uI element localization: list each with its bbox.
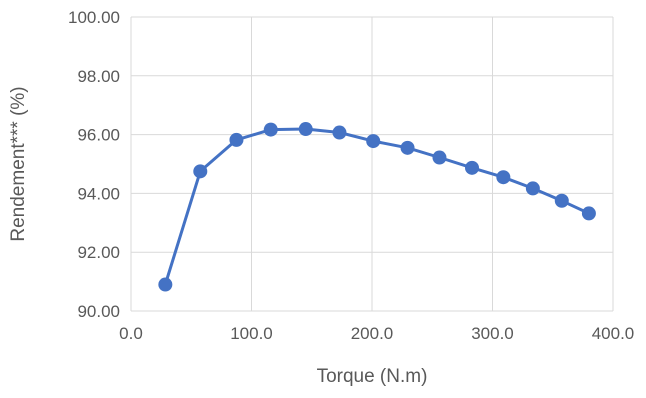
data-point — [263, 122, 278, 137]
y-tick-label: 96.00 — [77, 126, 120, 145]
data-point — [400, 140, 415, 155]
data-point — [525, 181, 540, 196]
data-point — [332, 125, 347, 140]
data-point — [366, 134, 381, 149]
data-point — [432, 150, 447, 165]
y-tick-label: 90.00 — [77, 302, 120, 321]
x-tick-label: 400.0 — [592, 324, 635, 343]
data-point — [465, 160, 480, 175]
data-point — [193, 164, 208, 179]
data-point — [229, 132, 244, 147]
data-point — [298, 122, 313, 137]
x-axis-title: Torque (N.m) — [317, 366, 428, 387]
x-tick-label: 300.0 — [471, 324, 514, 343]
data-point — [496, 170, 511, 185]
data-point — [158, 277, 173, 292]
x-tick-label: 0.0 — [119, 324, 143, 343]
gridlines — [130, 16, 614, 312]
x-tick-label: 100.0 — [230, 324, 273, 343]
y-tick-label: 100.00 — [68, 8, 120, 27]
x-tick-label: 200.0 — [351, 324, 394, 343]
series-line — [163, 127, 590, 285]
y-tick-label: 98.00 — [77, 67, 120, 86]
y-axis-title: Rendement*** (%) — [8, 86, 29, 241]
y-tick-label: 92.00 — [77, 243, 120, 262]
y-tick-label: 94.00 — [77, 184, 120, 203]
y-axis-tick-labels: 90.00 92.00 94.00 96.00 98.00 100.00 — [68, 8, 120, 321]
x-axis-tick-labels: 0.0 100.0 200.0 300.0 400.0 — [119, 324, 634, 343]
data-point — [581, 206, 596, 221]
series-group — [158, 122, 596, 292]
data-point — [554, 193, 569, 208]
